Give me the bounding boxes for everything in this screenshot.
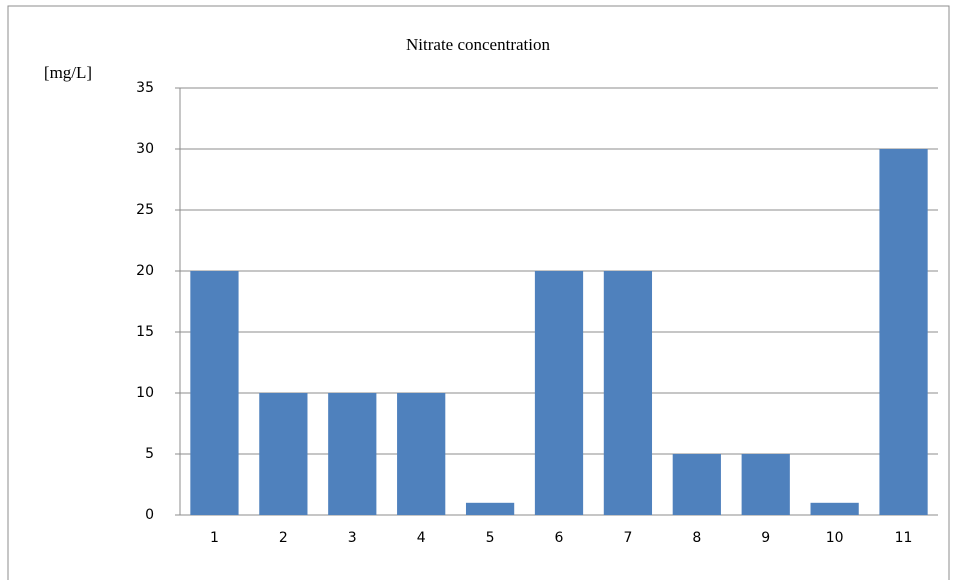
x-tick-label: 7 [623,530,632,546]
y-tick-label: 15 [136,324,154,340]
y-tick-label: 0 [145,507,154,523]
y-tick-label: 10 [136,385,154,401]
bar [190,271,239,515]
x-tick-label: 3 [348,530,357,546]
x-tick-label: 8 [692,530,701,546]
x-tick-label: 10 [826,530,844,546]
bar [328,393,377,515]
bar [879,149,928,515]
bar [534,271,584,515]
y-axis-label: [mg/L] [44,63,92,82]
bar [465,502,515,515]
bar [603,271,653,515]
bar [741,454,790,515]
bar [397,393,446,515]
bar [672,454,721,515]
bar [810,502,859,515]
y-tick-label: 5 [145,446,154,462]
x-tick-label: 9 [761,530,770,546]
x-tick-label: 4 [417,530,426,546]
chart-title: Nitrate concentration [406,35,550,54]
x-tick-label: 2 [279,530,288,546]
y-tick-label: 35 [136,80,154,96]
chart-frame [7,5,950,580]
x-tick-label: 5 [486,530,495,546]
x-tick-label: 11 [895,530,913,546]
x-tick-label: 6 [555,530,564,546]
y-tick-label: 30 [136,141,154,157]
bar [259,393,308,515]
y-tick-label: 20 [136,263,154,279]
x-tick-label: 1 [210,530,219,546]
y-tick-label: 25 [136,202,154,218]
